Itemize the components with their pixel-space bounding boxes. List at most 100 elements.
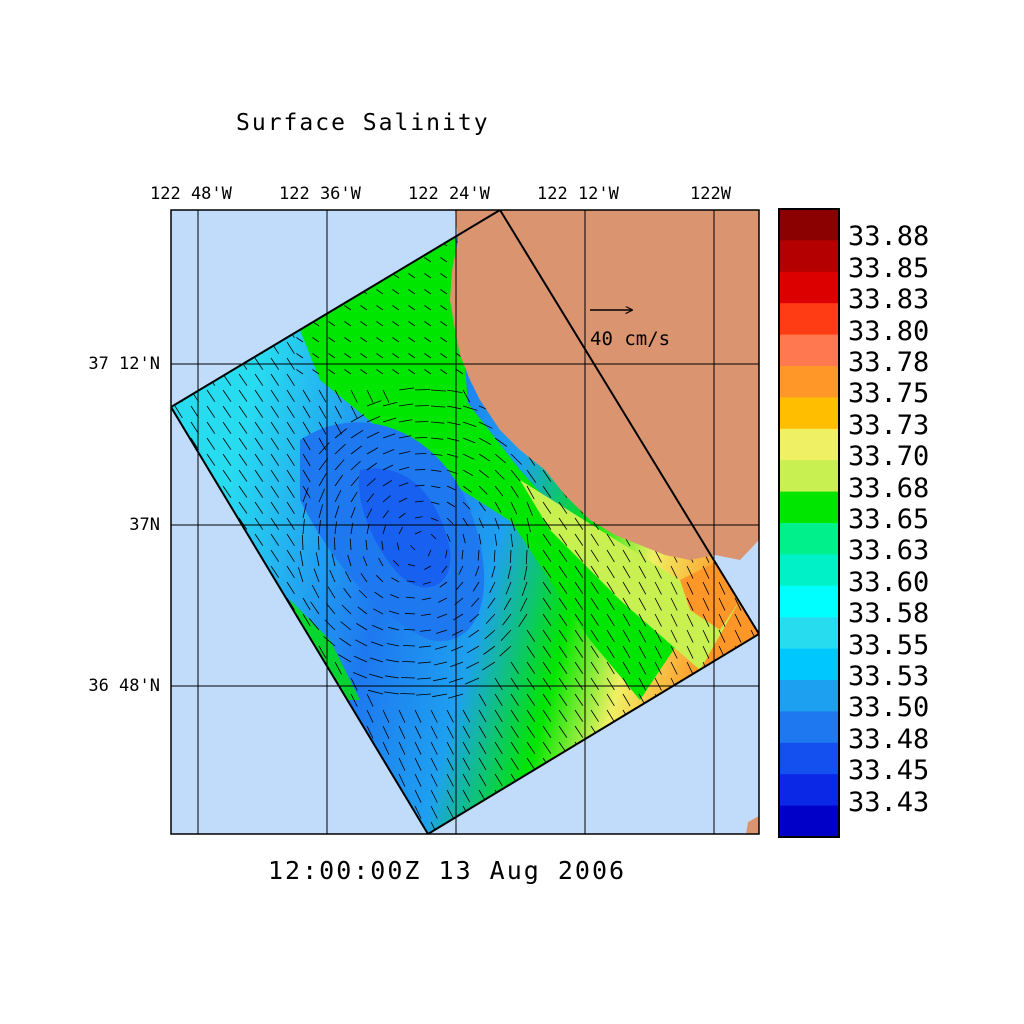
current-vector [392, 321, 400, 327]
current-vector [190, 421, 199, 435]
current-vector [410, 545, 416, 551]
current-vector [606, 565, 615, 579]
current-vector [654, 549, 662, 563]
current-vector [424, 257, 432, 263]
current-vector [510, 757, 519, 770]
current-vector [462, 485, 472, 493]
current-vector [654, 645, 662, 659]
current-vector [414, 468, 426, 471]
current-vector [408, 337, 416, 343]
current-vector [302, 597, 311, 611]
current-vector [403, 629, 416, 631]
lon-label-122-24w: 122 24'W [408, 184, 490, 204]
current-vector [510, 501, 518, 515]
current-vector [478, 757, 487, 771]
current-vector [422, 581, 432, 585]
current-vector [478, 533, 482, 545]
current-vector [398, 419, 413, 423]
current-vector [376, 289, 384, 295]
current-vector [467, 645, 480, 654]
current-vector [638, 581, 647, 595]
current-vector [526, 469, 537, 483]
current-vector [462, 469, 474, 477]
current-vector [446, 741, 454, 755]
current-vector [654, 581, 662, 595]
colorbar-swatch [779, 648, 839, 681]
current-vector [392, 289, 400, 295]
current-vector [318, 488, 325, 503]
current-vector [416, 693, 432, 696]
current-vector [222, 389, 232, 402]
current-vector [353, 672, 368, 679]
colorbar-swatch [779, 334, 839, 367]
current-vector [446, 389, 463, 393]
current-vector [302, 613, 311, 627]
current-vector [574, 725, 584, 738]
colorbar-swatch [779, 428, 839, 461]
current-vector [622, 549, 631, 563]
current-vector [350, 429, 364, 439]
current-vector [558, 549, 568, 562]
current-vector [456, 581, 464, 590]
current-vector [318, 473, 327, 487]
current-vector [398, 403, 414, 407]
current-vector [542, 517, 552, 530]
current-vector [670, 597, 678, 611]
current-vector [398, 466, 410, 471]
current-vector [286, 565, 295, 579]
current-vector [638, 661, 647, 675]
current-vector [392, 337, 400, 343]
current-vector [414, 500, 424, 503]
current-vector [503, 597, 512, 611]
current-vector [408, 289, 416, 295]
colorbar-label: 33.70 [848, 441, 930, 473]
current-vector [388, 610, 400, 615]
current-vector [574, 629, 584, 642]
current-vector [526, 661, 536, 674]
current-vector [475, 565, 480, 577]
current-vector [606, 613, 615, 627]
current-vector [414, 789, 422, 803]
current-vector [334, 661, 342, 675]
current-vector [606, 549, 615, 563]
current-vector [270, 549, 280, 562]
current-vector [590, 581, 599, 594]
current-vector [350, 491, 358, 503]
current-vector [329, 569, 336, 583]
current-vector [206, 421, 216, 434]
current-vector [638, 629, 647, 643]
current-vector [414, 516, 423, 519]
lon-label-122-48w: 122 48'W [150, 184, 232, 204]
current-vector [483, 645, 496, 655]
current-vector [434, 645, 448, 650]
current-vector [350, 389, 358, 403]
current-vector [238, 437, 248, 450]
current-vector [386, 659, 400, 663]
current-vector [440, 273, 448, 279]
current-vector [340, 621, 352, 631]
colorbar-swatch [779, 805, 839, 838]
current-vector [526, 709, 536, 722]
current-vector [238, 453, 248, 466]
current-vector [382, 480, 393, 487]
current-vector [494, 677, 503, 691]
current-vector [478, 709, 487, 723]
current-vector [574, 645, 584, 658]
current-vector [702, 629, 710, 643]
current-vector [270, 517, 280, 530]
current-vector [238, 501, 248, 514]
current-vector [494, 501, 502, 513]
current-vector [482, 661, 496, 671]
current-vector [308, 618, 320, 631]
current-vector [558, 533, 568, 546]
current-vector [590, 661, 599, 674]
lat-label-37n: 37N [129, 515, 160, 535]
current-vector [461, 549, 464, 560]
current-vector [430, 709, 438, 723]
current-vector [510, 517, 516, 531]
current-vector [344, 321, 352, 327]
current-vector [670, 645, 678, 659]
colorbar-label: 33.53 [848, 661, 930, 692]
current-vector [510, 741, 519, 754]
